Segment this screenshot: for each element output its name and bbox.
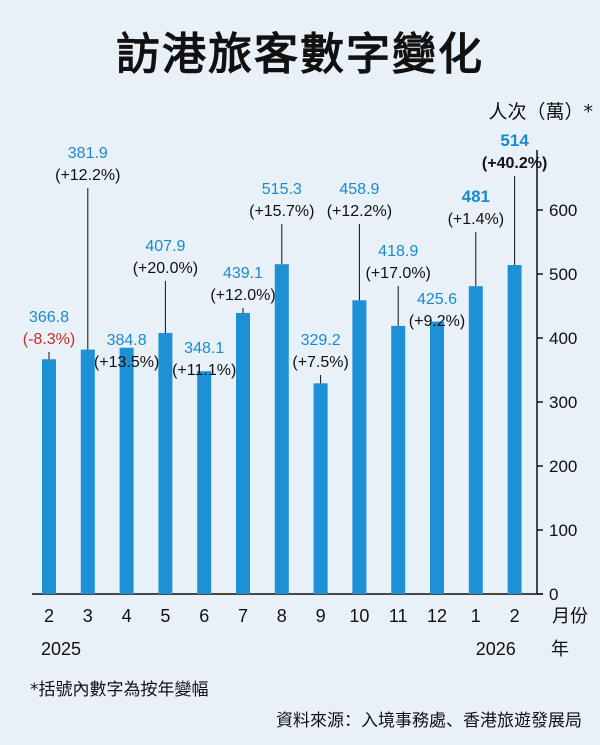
year-label: 2025 (41, 639, 81, 659)
footnote: *括號內數字為按年變幅 (30, 680, 209, 700)
x-tick-label: 3 (83, 606, 93, 626)
x-tick-label: 2 (44, 606, 54, 626)
change-label: (+20.0%) (133, 260, 198, 277)
change-label: (+40.2%) (482, 155, 547, 172)
bar (391, 325, 406, 594)
source-note: 資料來源：入境事務處、香港旅遊發展局 (276, 711, 582, 731)
data-label: 381.9 (68, 145, 108, 162)
y-axis-label: 人次（萬）* (488, 101, 593, 123)
change-label: (+1.4%) (448, 211, 504, 228)
change-label: (+12.0%) (210, 287, 275, 304)
y-tick-label: 500 (549, 265, 577, 284)
data-label: 514 (500, 131, 529, 150)
change-label: (-8.3%) (23, 331, 75, 348)
y-tick-label: 600 (549, 201, 577, 220)
bar (352, 300, 367, 594)
y-tick-label: 300 (549, 393, 577, 412)
x-tick-label: 10 (349, 606, 369, 626)
year-label: 2026 (476, 639, 516, 659)
data-label: 439.1 (223, 265, 263, 282)
x-tick-label: 12 (427, 606, 447, 626)
x-tick-label: 5 (160, 606, 170, 626)
data-label: 348.1 (184, 340, 224, 357)
y-tick-label: 200 (549, 457, 577, 476)
bar (42, 359, 56, 594)
change-label: (+15.7%) (249, 203, 314, 220)
x-axis-label: 月份 (552, 606, 588, 627)
y-tick-label: 100 (549, 521, 577, 540)
bar (468, 286, 483, 594)
change-label: (+12.2%) (327, 203, 392, 220)
bar (236, 312, 250, 594)
data-label: 515.3 (262, 181, 302, 198)
y-tick-label: 0 (549, 585, 558, 604)
chart-title: 訪港旅客數字變化 (116, 29, 484, 80)
x-tick-label: 4 (122, 606, 132, 626)
data-label: 425.6 (417, 291, 457, 308)
x-tick-label: 6 (199, 606, 209, 626)
bar (119, 347, 134, 594)
x-tick-label: 2 (510, 606, 520, 626)
data-label: 407.9 (145, 238, 185, 255)
data-label: 329.2 (301, 332, 341, 349)
bar (274, 264, 289, 594)
x-tick-label: 1 (471, 606, 481, 626)
data-label: 458.9 (339, 181, 379, 198)
y-tick-label: 400 (549, 329, 577, 348)
x-tick-label: 9 (316, 606, 326, 626)
bar (430, 321, 444, 594)
change-label: (+11.1%) (172, 362, 236, 379)
change-label: (+9.2%) (409, 313, 465, 330)
change-label: (+17.0%) (366, 265, 431, 282)
data-label: 384.8 (107, 332, 147, 349)
bar (80, 349, 95, 594)
data-label: 481 (462, 187, 490, 206)
change-label: (+7.5%) (292, 354, 348, 371)
x-tick-label: 8 (277, 606, 287, 626)
change-label: (+13.5%) (94, 354, 159, 371)
bar (197, 371, 212, 594)
data-label: 418.9 (378, 243, 418, 260)
bar (158, 332, 173, 594)
bar (507, 265, 522, 594)
bar (313, 383, 328, 594)
change-label: (+12.2%) (55, 167, 120, 184)
year-axis-label: 年 (551, 639, 569, 660)
x-tick-label: 11 (389, 606, 408, 626)
data-label: 366.8 (29, 309, 69, 326)
x-tick-label: 7 (238, 606, 248, 626)
